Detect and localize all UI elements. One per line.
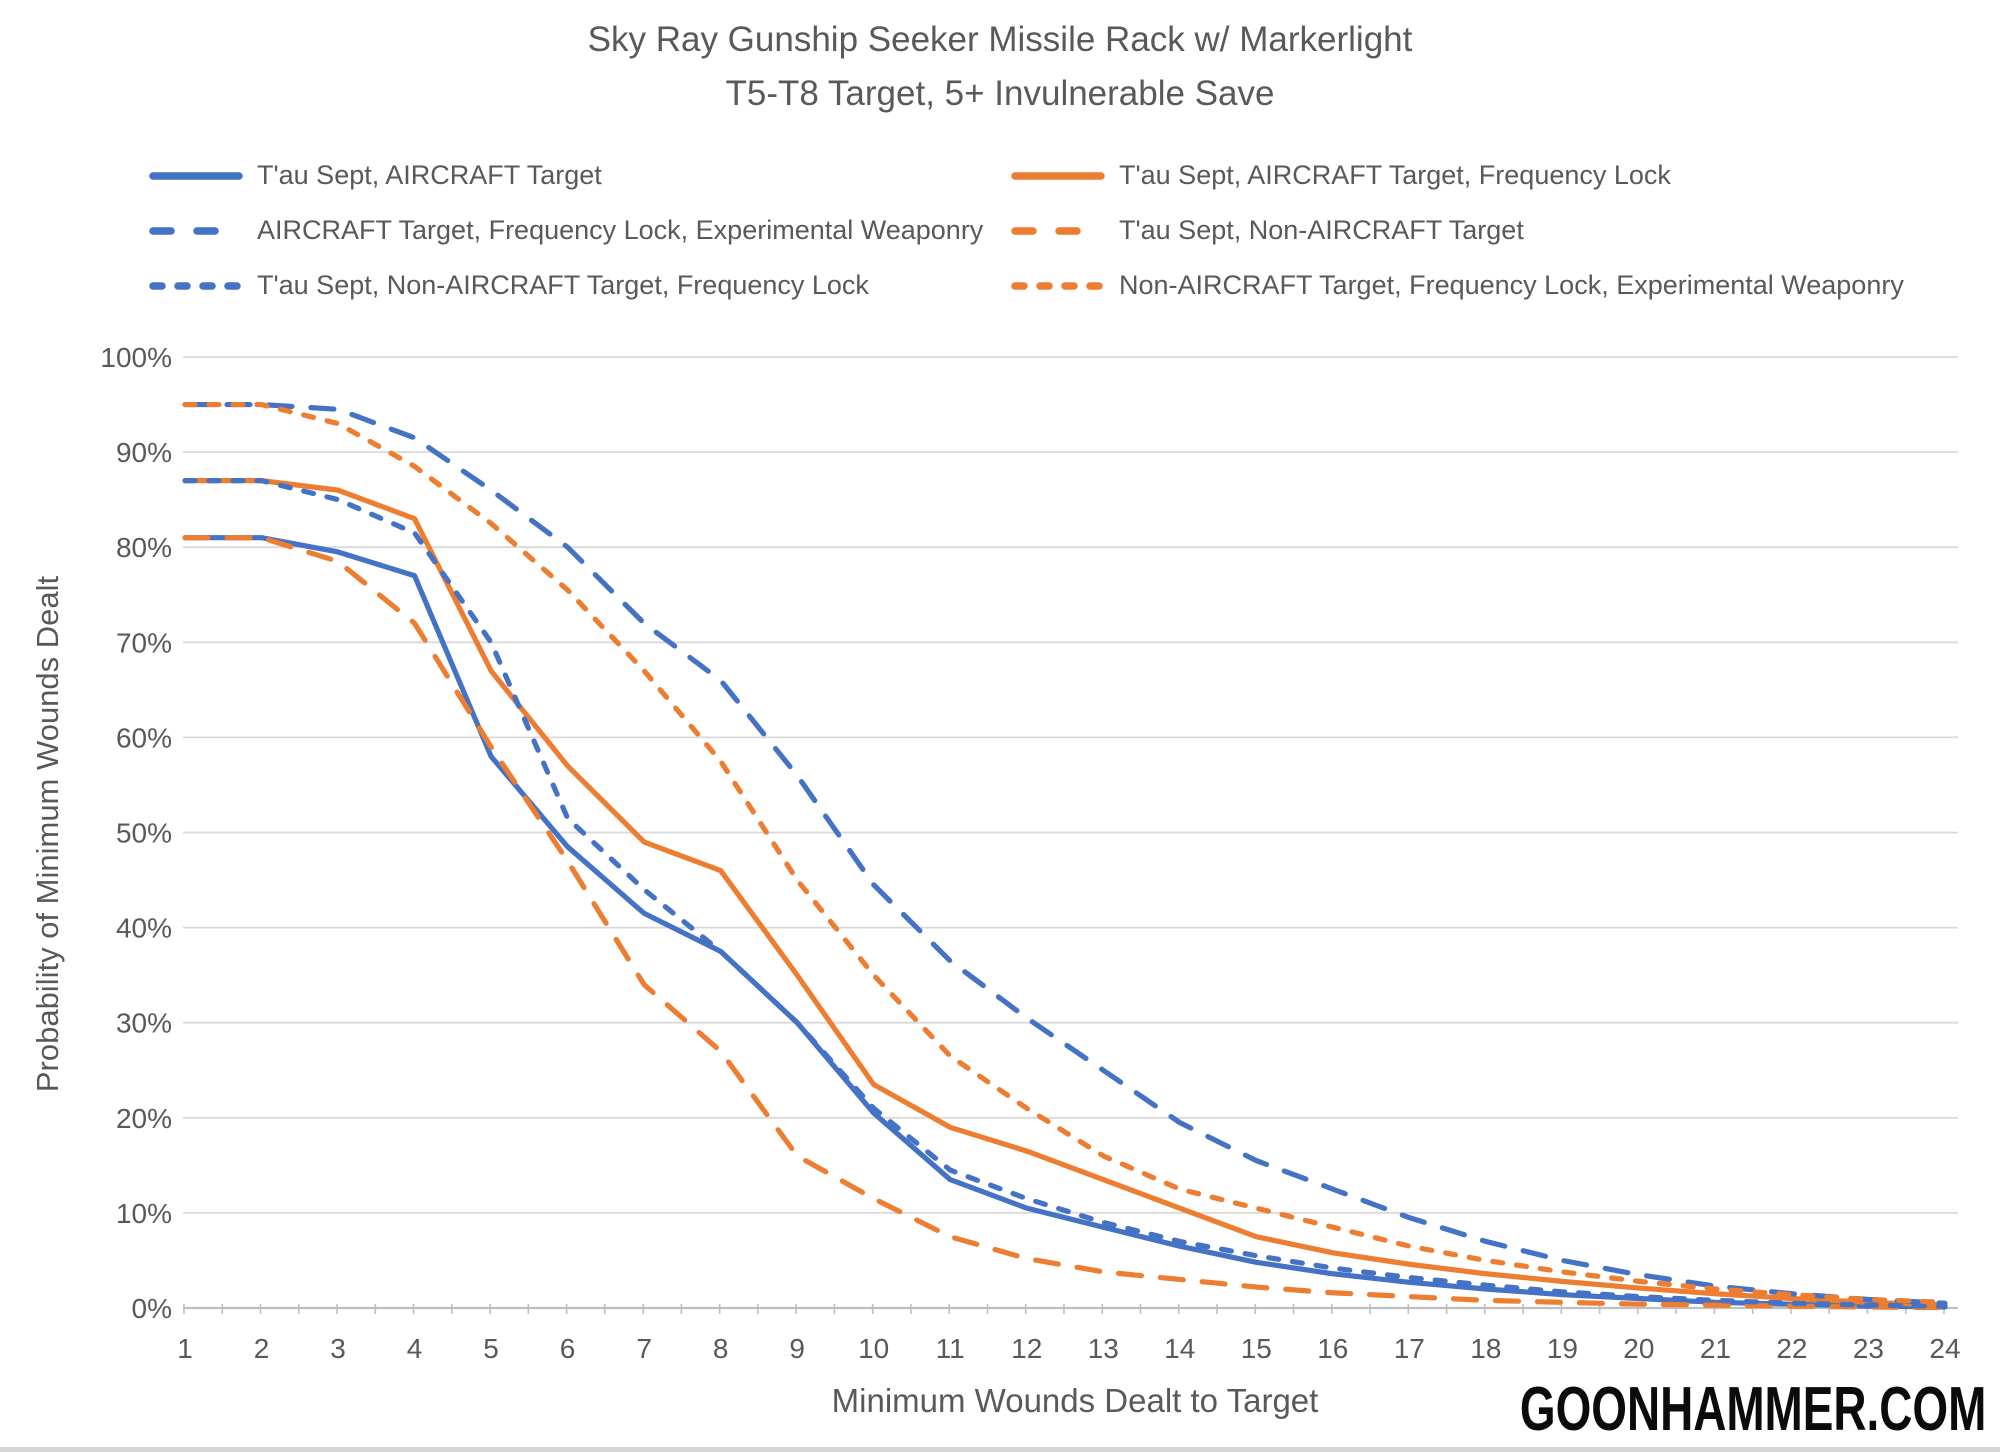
legend-label: T'au Sept, AIRCRAFT Target, Frequency Lo… [1119, 160, 1671, 190]
x-axis-tick-label: 12 [1011, 1333, 1042, 1364]
legend-line-swatch-icon [149, 281, 243, 290]
x-axis-tick-label: 23 [1853, 1333, 1884, 1364]
x-axis-tick-label: 3 [330, 1333, 346, 1364]
series-line [182, 535, 1948, 1310]
x-axis-tick-label: 10 [858, 1333, 889, 1364]
y-axis-tick-label: 80% [116, 532, 172, 563]
legend-item-tau-nonaircraft-freqlock: T'au Sept, Non-AIRCRAFT Target, Frequenc… [148, 270, 1010, 301]
chart-title-line1: Sky Ray Gunship Seeker Missile Rack w/ M… [587, 20, 1413, 59]
y-axis-tick-label: 20% [116, 1103, 172, 1134]
x-axis-tick-label: 14 [1164, 1333, 1195, 1364]
legend-item-tau-aircraft-freqlock: T'au Sept, AIRCRAFT Target, Frequency Lo… [1010, 160, 1908, 191]
legend-label: T'au Sept, Non-AIRCRAFT Target [1119, 215, 1524, 245]
legend-label: Non-AIRCRAFT Target, Frequency Lock, Exp… [1119, 270, 1904, 300]
x-axis-tick-label: 4 [407, 1333, 423, 1364]
watermark-goonhammer: GOONHAMMER.COM [1519, 1375, 1986, 1444]
y-axis-title: Probability of Minimum Wounds Dealt [30, 575, 65, 1093]
legend-item-nonaircraft-freqlock-expweap: Non-AIRCRAFT Target, Frequency Lock, Exp… [1010, 270, 1908, 301]
x-axis-tick-label: 21 [1700, 1333, 1731, 1364]
y-axis-tick-label: 40% [116, 913, 172, 944]
x-axis-tick-label: 17 [1394, 1333, 1425, 1364]
x-axis-tick-label: 7 [636, 1333, 652, 1364]
x-axis-tick-label: 6 [560, 1333, 576, 1364]
legend-item-aircraft-freqlock-expweap: AIRCRAFT Target, Frequency Lock, Experim… [148, 215, 1010, 246]
y-axis-tick-label: 30% [116, 1008, 172, 1039]
series-line [182, 478, 1948, 1308]
legend: T'au Sept, AIRCRAFT Target T'au Sept, AI… [148, 148, 1908, 313]
x-axis-tick-label: 20 [1623, 1333, 1654, 1364]
x-axis-tick-label: 2 [254, 1333, 270, 1364]
legend-label: AIRCRAFT Target, Frequency Lock, Experim… [257, 215, 984, 245]
legend-line-swatch-icon [1011, 171, 1105, 180]
x-axis-tick-label: 16 [1317, 1333, 1348, 1364]
y-axis-tick-label: 100% [100, 342, 172, 373]
legend-line-swatch-icon [149, 226, 243, 235]
y-axis-tick-label: 10% [116, 1198, 172, 1229]
x-axis-tick-label: 5 [483, 1333, 499, 1364]
window-bottom-edge [0, 1447, 2000, 1452]
x-axis-tick-label: 19 [1547, 1333, 1578, 1364]
x-axis-tick-label: 18 [1470, 1333, 1501, 1364]
x-axis-tick-label: 9 [789, 1333, 805, 1364]
y-axis-tick-label: 0% [132, 1293, 172, 1324]
y-axis-tick-label: 90% [116, 437, 172, 468]
series-line [182, 401, 1948, 1305]
x-axis-title: Minimum Wounds Dealt to Target [831, 1382, 1319, 1419]
y-axis-tick-label: 70% [116, 627, 172, 658]
chart-title-line2: T5-T8 Target, 5+ Invulnerable Save [725, 74, 1275, 113]
legend-item-tau-aircraft: T'au Sept, AIRCRAFT Target [148, 160, 1010, 191]
x-axis-tick-label: 24 [1929, 1333, 1960, 1364]
legend-line-swatch-icon [149, 171, 243, 180]
x-axis-tick-label: 1 [177, 1333, 193, 1364]
y-axis-tick-label: 60% [116, 722, 172, 753]
x-axis-tick-label: 11 [936, 1333, 965, 1364]
x-axis-tick-label: 15 [1241, 1333, 1272, 1364]
legend-line-swatch-icon [1011, 226, 1105, 235]
series-line [182, 478, 1948, 1309]
legend-item-tau-nonaircraft: T'au Sept, Non-AIRCRAFT Target [1010, 215, 1908, 246]
legend-line-swatch-icon [1011, 281, 1105, 290]
x-axis-tick-label: 13 [1088, 1333, 1119, 1364]
legend-label: T'au Sept, Non-AIRCRAFT Target, Frequenc… [257, 270, 869, 300]
series-line [182, 401, 1948, 1306]
series-line [182, 535, 1948, 1311]
x-axis-tick-label: 8 [713, 1333, 729, 1364]
x-axis-tick-label: 22 [1776, 1333, 1807, 1364]
y-axis-tick-label: 50% [116, 818, 172, 849]
legend-label: T'au Sept, AIRCRAFT Target [257, 160, 602, 190]
